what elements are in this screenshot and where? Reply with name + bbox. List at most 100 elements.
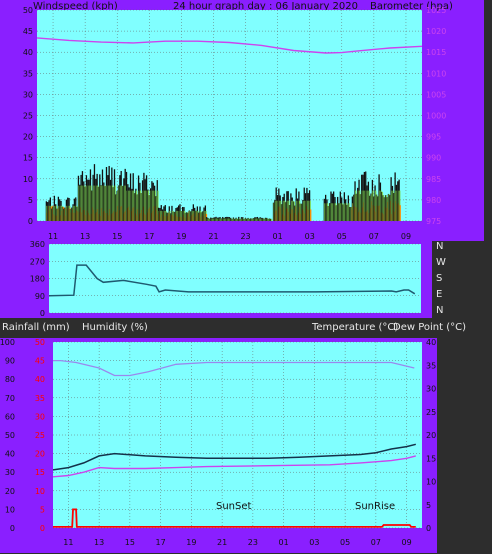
wind-left-tick-label: 50 [23, 6, 33, 15]
humidity-tick-label: 0 [10, 524, 15, 533]
direction-label-w: W [436, 257, 446, 268]
sunrise-annotation: SunRise [355, 501, 396, 512]
wind-direction-line [48, 264, 416, 297]
wind-time-tick-label: 03 [305, 232, 315, 241]
barometer-line [36, 37, 423, 54]
temp-time-tick-label: 15 [125, 538, 135, 547]
rain-tick-label: 10 [35, 487, 45, 496]
wind-barometer-chart: 0510152025303540455097598098599099510001… [23, 6, 447, 241]
wind-left-tick-label: 0 [28, 217, 33, 226]
chart-title: 24 hour graph day : 06 January 2020 [173, 1, 358, 12]
barometer-right-tick-label: 1025 [426, 6, 446, 15]
rain-tick-label: 25 [35, 431, 45, 440]
rain-tick-label: 30 [35, 412, 45, 421]
temperature-tick-label: 30 [426, 385, 436, 394]
barometer-axis-title: Barometer (hpa) [370, 1, 453, 12]
rain-tick-label: 15 [35, 468, 45, 477]
rainfall-line [53, 508, 416, 528]
temp-time-tick-label: 13 [94, 538, 104, 547]
wind-left-tick-label: 25 [23, 112, 33, 121]
temperature-line [52, 443, 416, 471]
direction-left-tick-label: 270 [30, 257, 45, 266]
wind-time-tick-label: 13 [80, 232, 90, 241]
humidity-axis-title: Humidity (%) [82, 322, 148, 333]
wind-left-tick-label: 15 [23, 154, 33, 163]
wind-time-tick-label: 09 [401, 232, 411, 241]
barometer-right-tick-label: 1005 [426, 90, 446, 99]
humidity-line [53, 359, 415, 377]
temp-time-tick-label: 09 [402, 538, 412, 547]
dewpoint-line [52, 455, 416, 478]
wind-time-tick-label: 05 [337, 232, 347, 241]
barometer-right-tick-label: 995 [426, 133, 441, 142]
direction-left-tick-label: 360 [30, 241, 45, 249]
temp-time-tick-label: 17 [156, 538, 166, 547]
rain-tick-label: 5 [40, 505, 45, 514]
temp-time-tick-label: 03 [309, 538, 319, 547]
temperature-tick-label: 20 [426, 431, 436, 440]
humidity-tick-label: 50 [5, 431, 15, 440]
temp-time-tick-label: 07 [371, 538, 381, 547]
temperature-tick-label: 10 [426, 478, 436, 487]
windspeed-axis-title: Windspeed (kph) [33, 1, 118, 12]
wind-left-tick-label: 30 [23, 90, 33, 99]
temperature-humidity-chart: 0102030405060708090100051015202530354045… [0, 338, 436, 547]
temp-time-tick-label: 01 [279, 538, 289, 547]
temp-time-tick-label: 21 [217, 538, 227, 547]
wind-left-tick-label: 5 [28, 196, 33, 205]
rain-tick-label: 40 [35, 375, 45, 384]
rain-tick-label: 45 [35, 357, 45, 366]
temp-time-tick-label: 11 [63, 538, 73, 547]
direction-label-n-bottom: N [436, 305, 444, 316]
temperature-tick-label: 15 [426, 454, 436, 463]
humidity-tick-label: 20 [5, 487, 15, 496]
temperature-tick-label: 25 [426, 408, 436, 417]
barometer-right-tick-label: 980 [426, 196, 441, 205]
direction-left-tick-label: 90 [35, 292, 45, 301]
rain-tick-label: 35 [35, 394, 45, 403]
direction-label-n-top: N [436, 241, 444, 252]
wind-time-tick-label: 17 [144, 232, 154, 241]
temp-time-tick-label: 23 [248, 538, 258, 547]
humidity-tick-label: 60 [5, 412, 15, 421]
humidity-tick-label: 40 [5, 450, 15, 459]
humidity-tick-label: 70 [5, 394, 15, 403]
wind-left-tick-label: 10 [23, 175, 33, 184]
temp-time-tick-label: 05 [340, 538, 350, 547]
wind-direction-chart: 0 90 180 270 360 [30, 241, 421, 318]
humidity-tick-label: 10 [5, 505, 15, 514]
wind-time-tick-label: 23 [240, 232, 250, 241]
wind-left-tick-label: 40 [23, 48, 33, 57]
barometer-right-tick-label: 1000 [426, 112, 446, 121]
temperature-tick-label: 5 [426, 501, 431, 510]
wind-left-tick-label: 35 [23, 69, 33, 78]
temperature-tick-label: 40 [426, 338, 436, 347]
barometer-right-tick-label: 1010 [426, 69, 446, 78]
wind-left-tick-label: 45 [23, 27, 33, 36]
barometer-right-tick-label: 985 [426, 175, 441, 184]
rain-tick-label: 50 [35, 338, 45, 347]
direction-label-s: S [436, 273, 443, 284]
dewpoint-axis-title: Dew Point (°C) [393, 322, 467, 333]
sunset-annotation: SunSet [216, 501, 252, 512]
rainfall-axis-title: Rainfall (mm) [2, 322, 70, 333]
wind-time-tick-label: 15 [112, 232, 122, 241]
humidity-tick-label: 30 [5, 468, 15, 477]
wind-time-tick-label: 21 [208, 232, 218, 241]
barometer-right-tick-label: 1020 [426, 27, 446, 36]
direction-left-tick-label: 180 [30, 275, 45, 284]
humidity-tick-label: 90 [5, 357, 15, 366]
rain-tick-label: 0 [40, 524, 45, 533]
temp-time-tick-label: 19 [186, 538, 196, 547]
temperature-axis-title: Temperature (°C) [312, 322, 399, 333]
humidity-tick-label: 80 [5, 375, 15, 384]
temperature-tick-label: 35 [426, 361, 436, 370]
direction-label-e: E [436, 289, 443, 300]
rain-tick-label: 20 [35, 450, 45, 459]
barometer-right-tick-label: 1015 [426, 48, 446, 57]
wind-left-tick-label: 20 [23, 133, 33, 142]
direction-left-tick-label: 0 [40, 309, 45, 318]
temperature-tick-label: 0 [426, 524, 431, 533]
barometer-right-tick-label: 990 [426, 154, 441, 163]
